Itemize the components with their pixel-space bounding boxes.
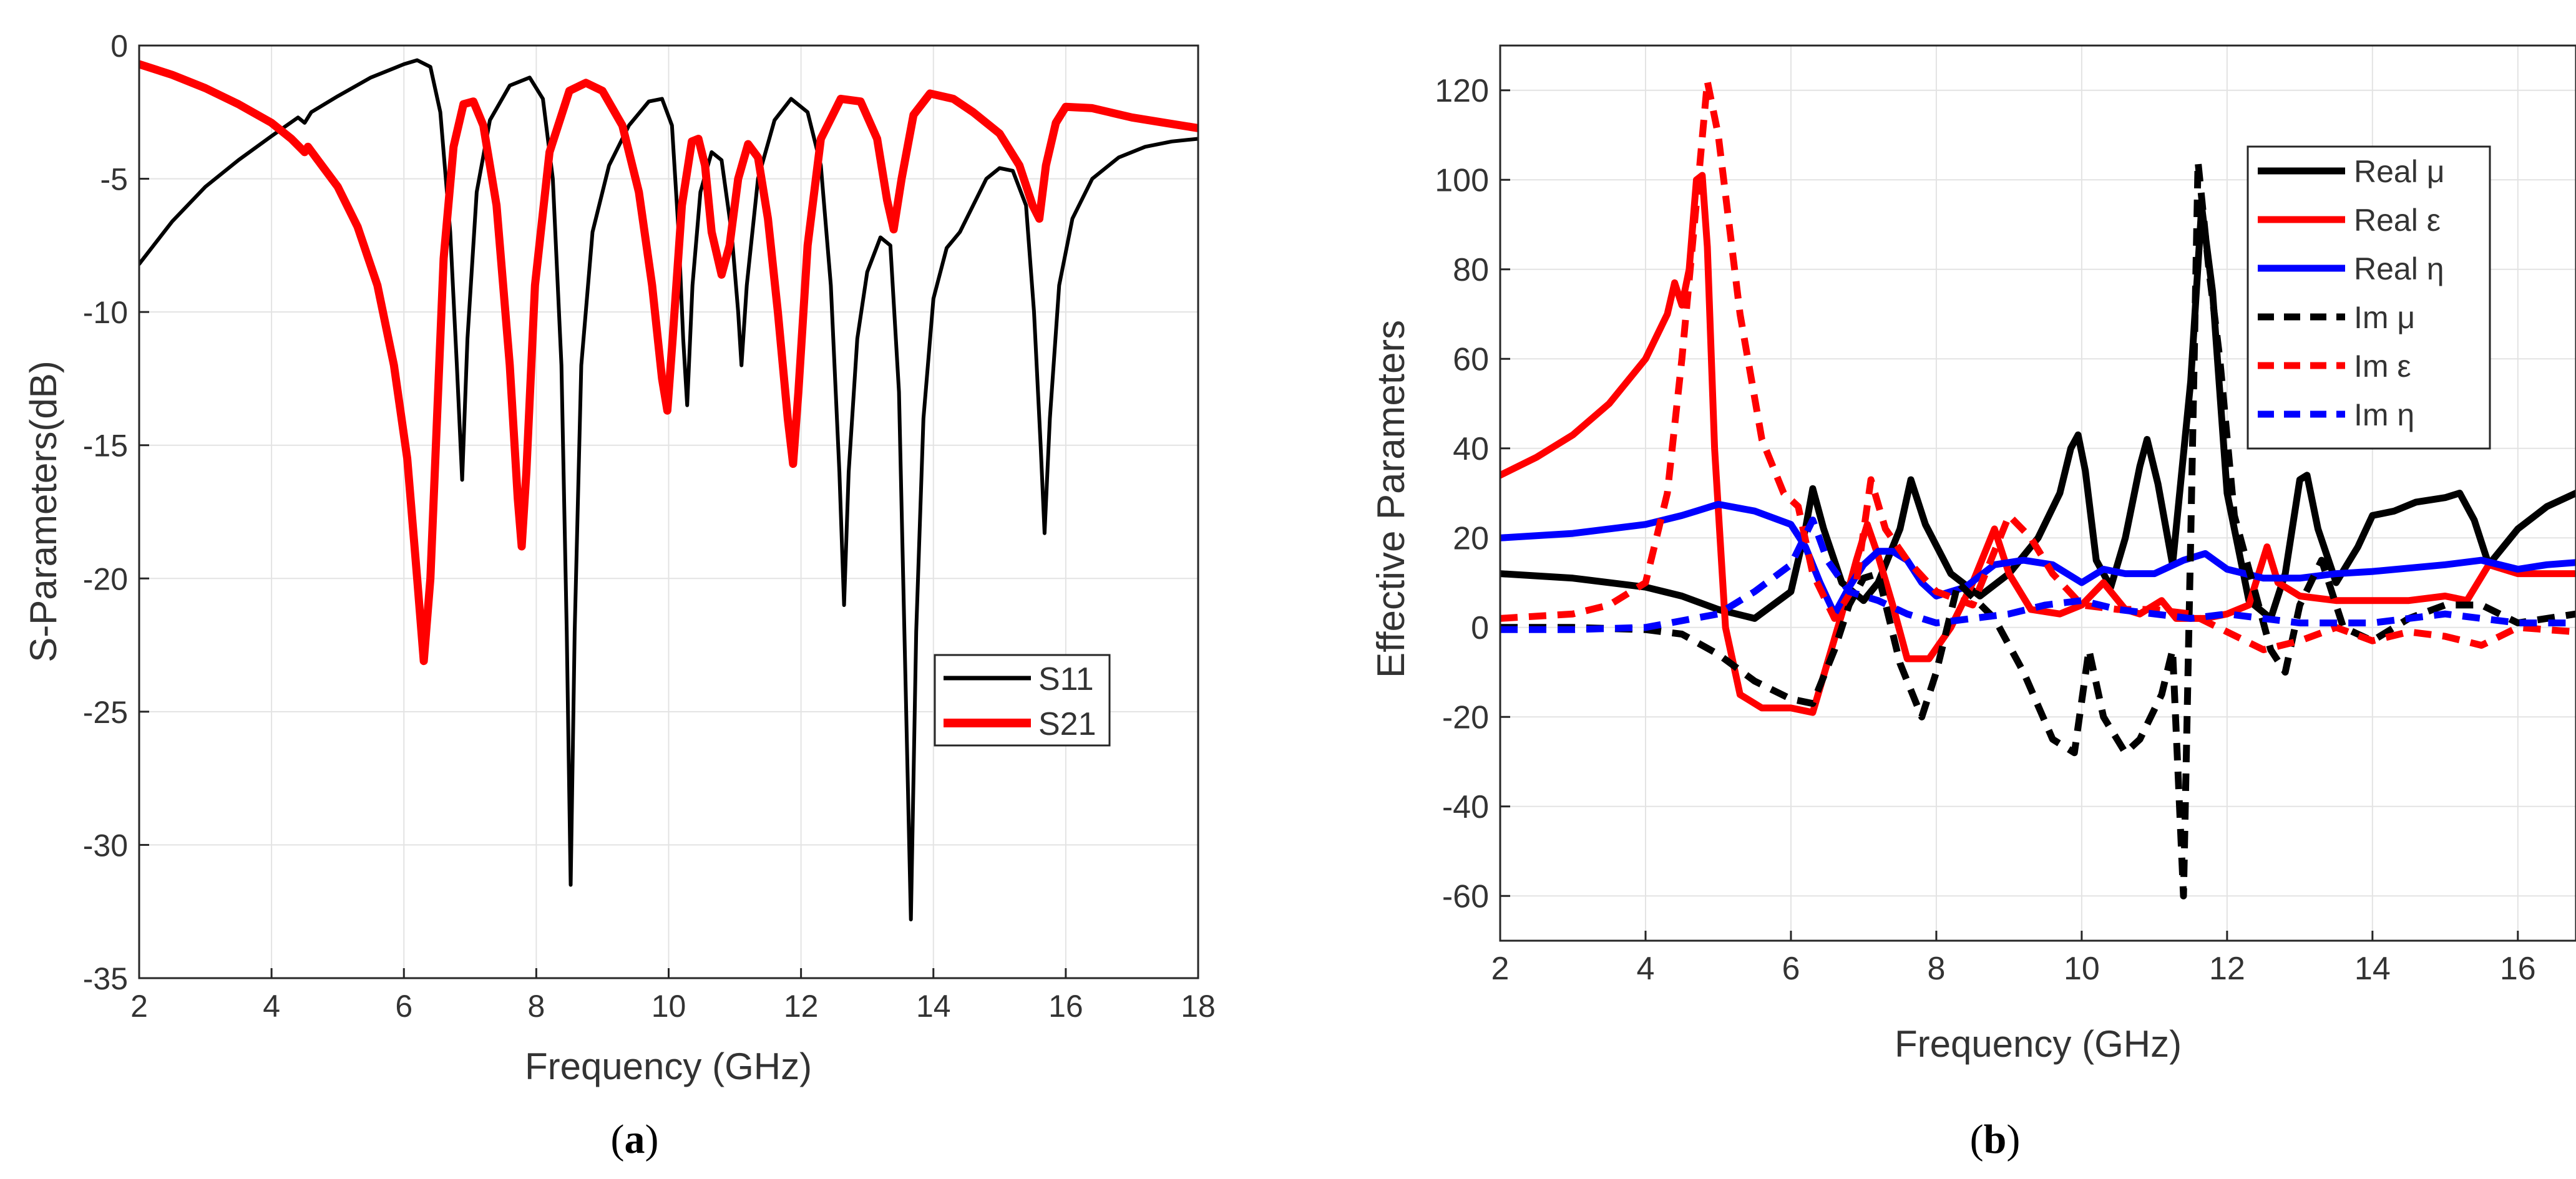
panel-a-x-tick-label: 8	[527, 989, 545, 1024]
panel-b-tick-labels: 2 4 6 8 10 12 14 16 120 100 80 60 40 20 0 -20 -40 -60	[1435, 73, 2535, 987]
legend-label-real-mu: Real μ	[2354, 154, 2445, 189]
panel-b-legend: Real μ Real ε Real η Im μ Im ε Im η	[2247, 145, 2491, 450]
panel-a-y-tick-label: -5	[100, 162, 128, 197]
panel-b-x-tick-label: 6	[1782, 951, 1800, 987]
panel-a-y-tick-label: 0	[110, 29, 128, 64]
panel-b-y-tick-label: 100	[1435, 162, 1489, 198]
series-line-real-mu	[1500, 203, 2576, 622]
panel-b-y-axis-label: Effective Parameters	[1370, 320, 1413, 678]
caption-a: (a)	[611, 1117, 659, 1162]
panel-a-axes-box	[138, 44, 1199, 979]
panel-a-x-tick-label: 10	[651, 989, 686, 1024]
panel-b-y-tick-label: 80	[1453, 252, 1489, 288]
legend-label-real-epsilon: Real ε	[2354, 203, 2441, 238]
panel-b-y-tick-label: 120	[1435, 73, 1489, 109]
panel-b-x-tick-label: 14	[2354, 951, 2391, 987]
panel-a-legend-box	[934, 654, 1111, 747]
panel-b-axes-box	[1499, 44, 2576, 942]
panel-a-y-tick-label: -10	[83, 295, 128, 330]
legend-label-im-epsilon: Im ε	[2354, 349, 2411, 384]
panel-a-y-axis-label: S-Parameters(dB)	[22, 361, 64, 662]
legend-label-s11: S11	[1038, 661, 1094, 697]
panel-a-x-tick-label: 18	[1181, 989, 1216, 1024]
panel-a-series	[139, 58, 1198, 921]
panel-b-x-axis-label: Frequency (GHz)	[1895, 1023, 2182, 1065]
panel-a-x-tick-label: 2	[130, 989, 148, 1024]
panel-b-y-tick-label: -40	[1442, 789, 1489, 825]
legend-label-s21: S21	[1038, 706, 1096, 742]
panel-b-legend-entries: Real μ Real ε Real η Im μ Im ε Im η	[2258, 154, 2445, 432]
panel-a-x-tick-label: 16	[1048, 989, 1083, 1024]
legend-label-im-eta: Im η	[2354, 397, 2414, 432]
caption-b: (b)	[1970, 1117, 2021, 1162]
panel-b-x-tick-label: 2	[1491, 951, 1510, 987]
panel-a-chart: 2 4 6 8 10 12 14 16 18 0 -5 -10 -15 -20 -25 -30 -35 Freq…	[22, 29, 1216, 1162]
panel-b-y-tick-label: 0	[1471, 610, 1489, 646]
panel-a-y-tick-label: -25	[83, 695, 128, 730]
panel-a-x-tick-label: 6	[395, 989, 412, 1024]
panel-a-legend: S11 S21	[934, 654, 1111, 747]
series-line-im-epsilon	[1500, 77, 2576, 654]
panel-b-x-tick-label: 4	[1637, 951, 1655, 987]
panel-a-x-axis-label: Frequency (GHz)	[525, 1046, 812, 1087]
panel-b-y-tick-label: -60	[1442, 878, 1489, 915]
series-line-im-eta	[1500, 517, 2576, 633]
panel-a-x-tick-label: 4	[263, 989, 280, 1024]
panel-a-y-tick-label: -15	[83, 429, 128, 463]
panel-b-chart: 2 4 6 8 10 12 14 16 120 100 80 60 40 20 0 -20 -40 -60 Fre…	[1370, 44, 2576, 1162]
panel-b-x-tick-label: 12	[2209, 951, 2245, 987]
panel-b-x-tick-label: 8	[1927, 951, 1945, 987]
panel-b-y-tick-label: 20	[1453, 520, 1489, 556]
panel-a-tick-labels: 2 4 6 8 10 12 14 16 18 0 -5 -10 -15 -20 -25 -30 -35	[83, 29, 1216, 1024]
panel-b-y-tick-label: -20	[1442, 699, 1489, 735]
legend-label-im-mu: Im μ	[2354, 300, 2415, 335]
panel-b-x-tick-label: 10	[2064, 951, 2100, 987]
panel-a-x-tick-label: 14	[916, 989, 951, 1024]
legend-label-real-eta: Real η	[2354, 251, 2444, 286]
panel-b-y-tick-label: 60	[1453, 341, 1489, 377]
panel-a-x-tick-label: 12	[784, 989, 819, 1024]
panel-b-series	[1500, 77, 2576, 900]
panel-a-y-tick-label: -35	[83, 961, 128, 996]
panel-b-x-tick-label: 16	[2500, 951, 2536, 987]
panel-b-legend-box	[2247, 145, 2491, 450]
panel-a-y-tick-label: -20	[83, 561, 128, 596]
panel-b-y-tick-label: 40	[1453, 431, 1489, 467]
series-line-real-eta	[1500, 500, 2576, 618]
series-line-s21	[139, 60, 1198, 666]
panel-a-y-tick-label: -30	[83, 828, 128, 863]
